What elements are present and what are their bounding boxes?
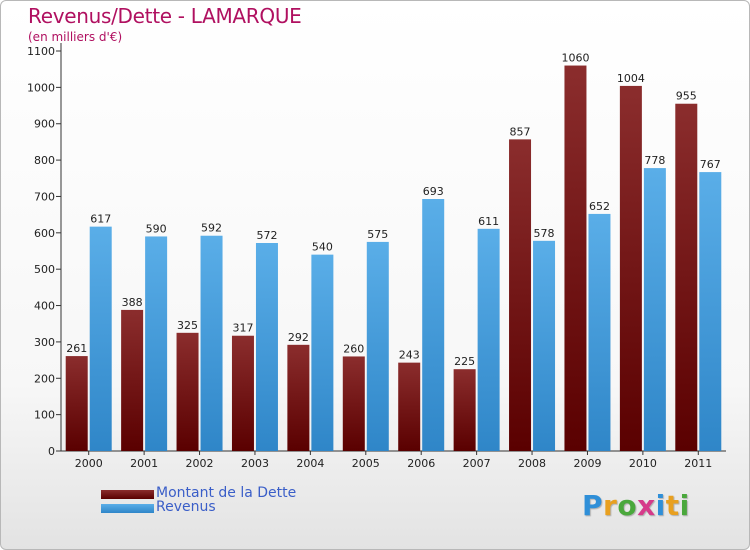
- bar-dette: [342, 356, 365, 451]
- x-tick-label: 2003: [241, 457, 269, 470]
- chart-title: Revenus/Dette - LAMARQUE: [28, 4, 302, 28]
- y-tick-label: 500: [34, 263, 55, 276]
- x-tick-label: 2006: [407, 457, 435, 470]
- logo-letter: P: [582, 489, 604, 522]
- bar-revenus: [311, 254, 334, 451]
- data-label-dette: 1004: [617, 72, 645, 85]
- bar-revenus: [533, 240, 556, 451]
- x-tick-label: 2004: [296, 457, 324, 470]
- bar-revenus: [477, 228, 500, 451]
- data-label-revenus: 693: [423, 185, 444, 198]
- data-label-dette: 955: [676, 90, 697, 103]
- y-tick-label: 900: [34, 118, 55, 131]
- logo-letter: i: [655, 489, 666, 522]
- y-tick-label: 400: [34, 300, 55, 313]
- y-tick-label: 1100: [27, 45, 55, 58]
- data-label-revenus: 652: [589, 200, 610, 213]
- data-label-revenus: 778: [644, 154, 665, 167]
- bar-dette: [121, 309, 144, 451]
- bar-dette: [176, 332, 199, 451]
- bar-dette: [231, 335, 254, 451]
- legend-label-dette: Montant de la Dette: [156, 485, 297, 501]
- y-tick-label: 300: [34, 336, 55, 349]
- x-tick-label: 2005: [352, 457, 380, 470]
- data-label-dette: 260: [343, 342, 364, 355]
- data-label-dette: 243: [399, 349, 420, 362]
- data-label-dette: 292: [288, 331, 309, 344]
- y-tick-label: 0: [48, 445, 55, 458]
- y-tick-label: 100: [34, 409, 55, 422]
- y-tick-label: 700: [34, 190, 55, 203]
- bar-dette: [398, 362, 421, 451]
- data-label-revenus: 611: [478, 215, 499, 228]
- bar-revenus: [89, 226, 112, 451]
- bar-revenus: [255, 243, 278, 451]
- data-label-dette: 388: [122, 296, 143, 309]
- data-label-dette: 225: [454, 355, 475, 368]
- bar-dette: [564, 65, 587, 451]
- bar-revenus: [366, 241, 389, 451]
- x-tick-label: 2008: [518, 457, 546, 470]
- data-label-dette: 325: [177, 319, 198, 332]
- bar-revenus: [145, 236, 168, 451]
- logo-letter: o: [617, 489, 638, 522]
- bar-revenus: [643, 168, 666, 451]
- bar-dette: [675, 103, 698, 452]
- logo-letter: x: [637, 489, 656, 522]
- y-tick-label: 800: [34, 154, 55, 167]
- y-tick-label: 200: [34, 372, 55, 385]
- logo-letter: i: [679, 489, 690, 522]
- bar-dette: [619, 85, 642, 451]
- data-label-revenus: 767: [700, 158, 721, 171]
- data-label-dette: 261: [66, 342, 87, 355]
- x-tick-label: 2001: [130, 457, 158, 470]
- logo-letter: t: [665, 489, 680, 522]
- data-label-revenus: 617: [90, 213, 111, 226]
- x-tick-label: 2002: [186, 457, 214, 470]
- data-label-revenus: 575: [367, 228, 388, 241]
- data-label-dette: 857: [510, 125, 531, 138]
- bar-dette: [65, 356, 88, 451]
- legend-label-revenus: Revenus: [156, 499, 216, 515]
- bar-dette: [287, 344, 310, 451]
- x-tick-label: 2009: [573, 457, 601, 470]
- bar-revenus: [200, 235, 223, 451]
- y-tick-label: 1000: [27, 81, 55, 94]
- bar-revenus: [422, 199, 445, 451]
- x-tick-label: 2007: [463, 457, 491, 470]
- x-tick-label: 2011: [684, 457, 712, 470]
- data-label-revenus: 592: [201, 222, 222, 235]
- data-label-revenus: 590: [146, 222, 167, 235]
- chart-subtitle: (en milliers d'€): [28, 30, 123, 44]
- data-label-dette: 317: [232, 322, 253, 335]
- bar-dette: [509, 139, 532, 451]
- data-label-revenus: 572: [256, 229, 277, 242]
- x-tick-label: 2000: [75, 457, 103, 470]
- bar-revenus: [588, 213, 611, 451]
- data-label-revenus: 540: [312, 241, 333, 254]
- legend-swatch-revenus: [101, 504, 154, 513]
- legend-swatch-dette: [101, 490, 154, 499]
- y-tick-label: 600: [34, 227, 55, 240]
- data-label-dette: 1060: [561, 52, 589, 65]
- data-label-revenus: 578: [534, 227, 555, 240]
- proxiti-logo: Proxiti: [582, 489, 690, 522]
- bar-revenus: [699, 172, 722, 451]
- bar-dette: [453, 369, 476, 451]
- x-tick-label: 2010: [629, 457, 657, 470]
- logo-letter: r: [603, 489, 618, 522]
